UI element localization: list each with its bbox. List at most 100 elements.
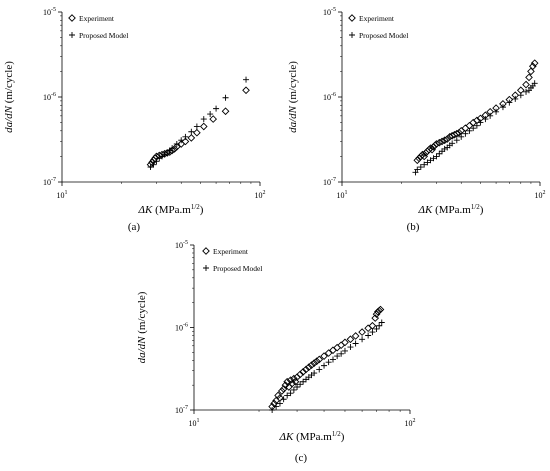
experiment-point [443, 135, 452, 143]
y-axis-label: da/dN (m/cycle) [3, 61, 15, 133]
experiment-point [522, 80, 530, 89]
experiment-point [291, 377, 300, 386]
legend-label: Experiment [79, 14, 115, 23]
model-point [359, 336, 366, 343]
model-point [470, 125, 477, 132]
experiment-point [413, 156, 422, 165]
model-point [316, 366, 323, 373]
experiment-point [341, 338, 349, 347]
experiment-point [358, 328, 366, 336]
model-point [284, 392, 291, 399]
legend-label: Experiment [359, 14, 395, 23]
legend-label: Proposed Model [213, 264, 262, 273]
experiment-point [304, 363, 313, 372]
experiment-point [429, 142, 438, 151]
experiment-point [286, 376, 295, 384]
experiment-point [296, 370, 304, 379]
model-point [321, 362, 328, 369]
legend-marker-experiment [348, 14, 356, 22]
x-tick-label: 101 [57, 190, 68, 200]
model-point [178, 137, 185, 144]
experiment-point [428, 145, 436, 154]
experiment-point [530, 59, 539, 68]
experiment-point [277, 387, 286, 395]
model-point [512, 95, 519, 102]
model-point [294, 384, 301, 391]
model-point [325, 359, 332, 366]
series-experiment [413, 59, 539, 165]
y-tick-label: 10-7 [323, 177, 336, 187]
experiment-point [199, 122, 208, 131]
experiment-point [368, 321, 377, 330]
model-point [297, 381, 304, 388]
experiment-point [172, 142, 181, 151]
model-point [352, 340, 359, 347]
y-tick-label: 10-6 [43, 92, 56, 102]
experiment-point [288, 379, 297, 388]
experiment-point [290, 374, 298, 383]
model-point [182, 133, 189, 140]
model-point [341, 347, 348, 354]
experiment-point [242, 86, 250, 95]
model-point [287, 390, 294, 397]
y-tick-label: 10-5 [43, 7, 56, 17]
series-experiment [146, 86, 250, 169]
experiment-point [315, 355, 324, 364]
experiment-point [452, 129, 461, 138]
panel-label: (b) [407, 221, 420, 233]
model-point [436, 150, 443, 157]
model-point [417, 164, 424, 171]
experiment-point [310, 359, 318, 367]
model-point [188, 128, 195, 135]
legend: Experiment Proposed Model [348, 14, 408, 40]
model-point [449, 140, 456, 147]
model-point [193, 123, 200, 130]
x-axis-label: ΔK (MPa.m1/2) [418, 203, 484, 216]
experiment-point [425, 145, 433, 154]
experiment-point [440, 136, 449, 145]
model-point [329, 356, 336, 363]
series-proposed-model [269, 319, 385, 413]
model-point [153, 158, 160, 165]
model-point [243, 76, 250, 83]
model-point [222, 94, 229, 101]
experiment-point [364, 324, 372, 333]
experiment-point [375, 306, 384, 315]
model-point [200, 116, 207, 123]
model-point [421, 161, 428, 168]
series-proposed-model [412, 80, 538, 176]
model-point [531, 80, 538, 87]
x-tick-label: 102 [535, 190, 546, 200]
chart-panel-b: 10-7 10-6 10-5 101 102 ΔK (MPa.m1/2) da/dN (m/… [287, 7, 546, 233]
model-point [338, 350, 345, 357]
legend: Experiment Proposed Model [68, 14, 128, 40]
experiment-point [438, 137, 446, 146]
model-point [506, 99, 513, 106]
model-point [487, 112, 494, 119]
model-point [427, 157, 434, 164]
experiment-point [432, 140, 441, 148]
experiment-point [455, 128, 463, 137]
y-tick-label: 10-5 [175, 240, 188, 250]
y-tick-label: 10-7 [43, 177, 56, 187]
model-point [273, 403, 280, 410]
experiment-point [302, 365, 310, 374]
experiment-point [333, 343, 341, 352]
model-point [280, 396, 287, 403]
model-point [462, 130, 469, 137]
chart-panel-c: 10-7 10-6 10-5 101 102 ΔK (MPa.m1/2) da/dN (m/… [136, 240, 416, 464]
model-point [433, 153, 440, 160]
experiment-point [312, 357, 321, 366]
experiment-point [351, 332, 360, 340]
panel-label: (c) [295, 452, 308, 464]
series-proposed-model [147, 76, 250, 171]
model-point [369, 329, 376, 336]
model-point [365, 332, 372, 339]
model-point [517, 92, 524, 99]
model-point [311, 370, 318, 377]
experiment-point [209, 115, 217, 123]
model-point [378, 319, 385, 326]
model-point [424, 159, 431, 166]
experiment-point [376, 305, 385, 314]
